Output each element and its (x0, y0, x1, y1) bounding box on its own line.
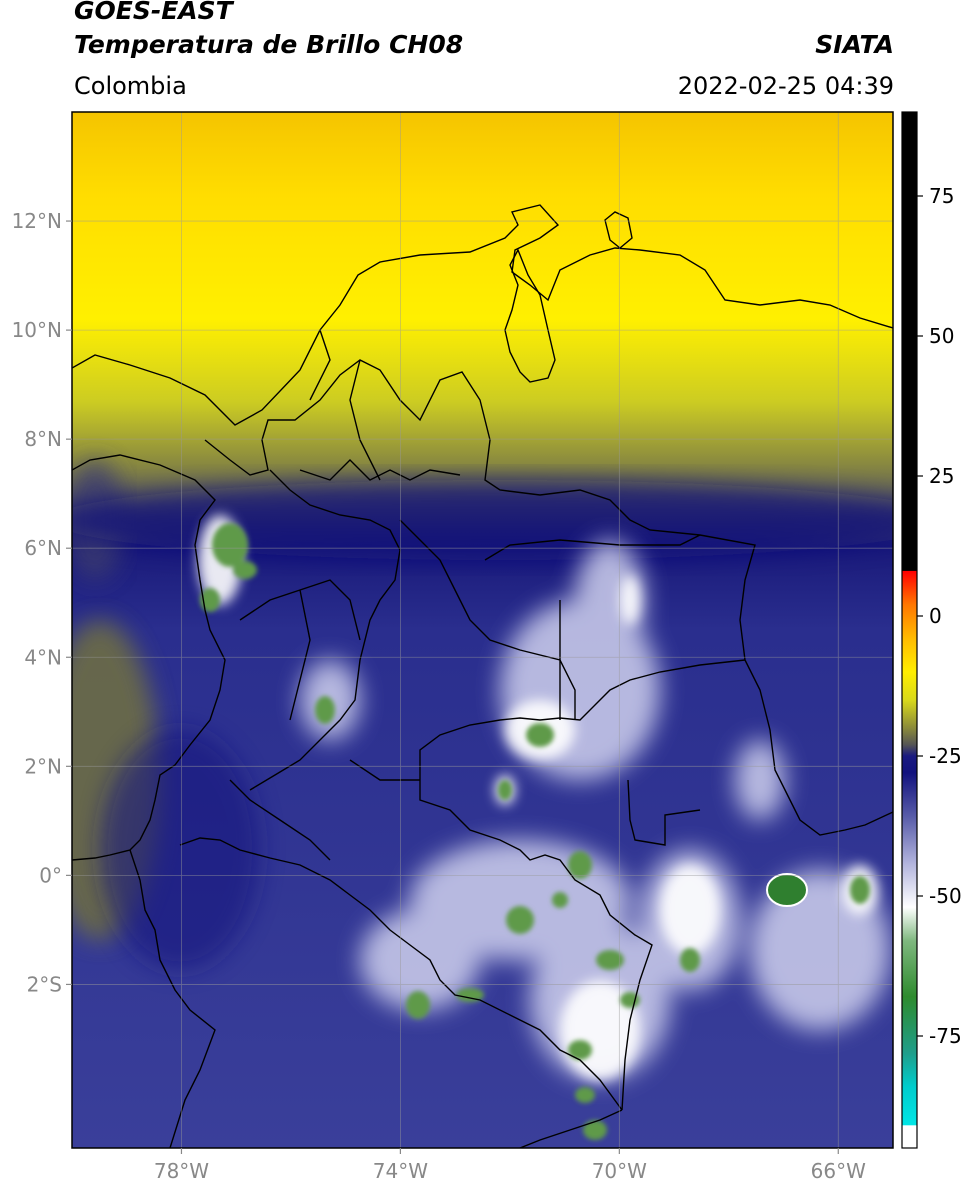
latitude-ticks: 12°N 10°N 8°N 6°N 4°N 2°N 0° 2°S (12, 209, 72, 996)
institution-label: SIATA (815, 30, 894, 59)
product-title: Temperatura de Brillo CH08 (74, 30, 464, 59)
map-frame (71, 111, 894, 1149)
datetime-label: 2022-02-25 04:39 (677, 72, 894, 100)
map-gridlines (72, 112, 893, 1148)
lon-tick-label: 70°W (592, 1159, 647, 1183)
temperature-field (72, 112, 893, 1148)
coastlines-borders (72, 204, 893, 1148)
lat-tick-label: 12°N (12, 209, 62, 233)
lat-tick-label: 8°N (24, 427, 62, 451)
lat-tick-label: 0° (39, 863, 62, 887)
satellite-title: GOES-EAST (74, 0, 233, 25)
lat-tick-label: 10°N (12, 318, 62, 342)
lon-tick-label: 66°W (811, 1159, 866, 1183)
lat-tick-label: 4°N (24, 645, 62, 669)
lat-tick-label: 6°N (24, 536, 62, 560)
lat-tick-label: 2°N (24, 754, 62, 778)
region-label: Colombia (74, 72, 187, 100)
longitude-ticks: 78°W 74°W 70°W 66°W (154, 1148, 866, 1183)
lon-tick-label: 74°W (373, 1159, 428, 1183)
lon-tick-label: 78°W (154, 1159, 209, 1183)
lat-tick-label: 2°S (27, 972, 62, 996)
